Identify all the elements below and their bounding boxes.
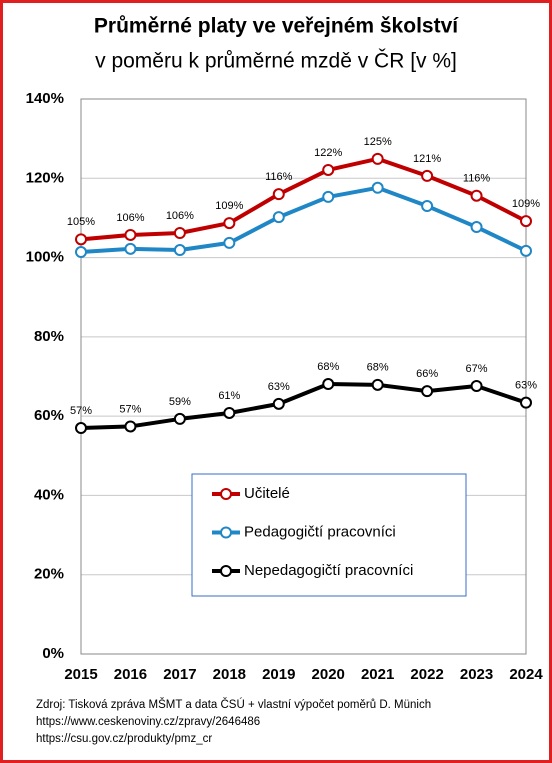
- point: [520, 215, 532, 228]
- point: [173, 226, 186, 239]
- data-label: 66%: [416, 368, 438, 380]
- plot-border: [80, 98, 527, 655]
- legend-label: Pedagogičtí pracovníci: [244, 523, 396, 540]
- data-label: 116%: [463, 173, 491, 185]
- data-label: 68%: [367, 362, 389, 374]
- point: [520, 396, 532, 409]
- point: [322, 190, 335, 203]
- data-label: 116%: [265, 171, 293, 183]
- legend-label: Nepedagogičtí pracovníci: [244, 562, 413, 579]
- point: [75, 422, 87, 435]
- source-note: https://www.ceskenoviny.cz/zpravy/264648…: [36, 716, 260, 728]
- data-label: 105%: [67, 216, 95, 228]
- point: [124, 242, 137, 255]
- point: [223, 236, 236, 249]
- y-tick-label: 100%: [26, 249, 64, 266]
- point: [371, 152, 384, 165]
- data-label: 57%: [70, 405, 92, 417]
- y-tick-label: 80%: [34, 328, 64, 345]
- data-label: 63%: [268, 381, 290, 393]
- point: [223, 217, 236, 230]
- point: [272, 211, 285, 224]
- point: [124, 228, 137, 241]
- point: [173, 244, 186, 257]
- point: [75, 233, 87, 246]
- data-label: 67%: [466, 363, 488, 375]
- point: [470, 380, 483, 393]
- y-tick-label: 0%: [42, 645, 64, 662]
- series-line: [80, 156, 527, 242]
- point: [470, 189, 483, 202]
- point: [421, 169, 434, 182]
- source-note: https://csu.gov.cz/produkty/pmz_cr: [36, 733, 212, 745]
- data-label: 121%: [413, 153, 441, 165]
- legend-marker: [220, 526, 232, 539]
- y-tick-label: 20%: [34, 566, 64, 583]
- data-label: 122%: [314, 147, 342, 159]
- point: [470, 221, 483, 234]
- point: [520, 244, 532, 257]
- source-note: Zdroj: Tisková zpráva MŠMT a data ČSÚ + …: [36, 698, 431, 711]
- legend-marker: [220, 565, 232, 577]
- data-label: 125%: [364, 136, 392, 148]
- x-tick-label: 2018: [213, 666, 246, 683]
- data-label: 61%: [218, 390, 240, 402]
- data-label: 63%: [515, 380, 537, 392]
- point: [371, 378, 384, 391]
- x-tick-label: 2023: [460, 666, 493, 683]
- legend-marker: [220, 488, 232, 500]
- point: [223, 406, 236, 419]
- point: [322, 163, 335, 176]
- series-line: [80, 185, 527, 255]
- data-label: 68%: [317, 361, 339, 373]
- point: [124, 420, 137, 433]
- x-tick-label: 2024: [509, 666, 543, 683]
- point: [371, 181, 384, 194]
- x-tick-label: 2017: [163, 666, 196, 683]
- data-label: 59%: [169, 396, 191, 408]
- y-tick-label: 140%: [26, 90, 64, 107]
- x-tick-label: 2016: [114, 666, 147, 683]
- x-tick-label: 2020: [312, 666, 345, 683]
- x-tick-label: 2022: [410, 666, 443, 683]
- point: [421, 385, 434, 398]
- point: [272, 188, 285, 201]
- y-tick-label: 40%: [34, 486, 64, 503]
- data-label: 106%: [116, 212, 144, 224]
- y-tick-label: 60%: [34, 407, 64, 424]
- y-tick-label: 120%: [26, 169, 64, 186]
- point: [173, 412, 186, 425]
- x-tick-label: 2021: [361, 666, 394, 683]
- x-tick-label: 2015: [64, 666, 97, 683]
- legend-label: Učitelé: [244, 485, 290, 502]
- point: [272, 397, 285, 410]
- chart-title: Průměrné platy ve veřejném školství: [94, 15, 459, 38]
- point: [75, 246, 87, 259]
- chart-subtitle: v poměru k průměrné mzdě v ČR [v %]: [95, 50, 457, 73]
- point: [421, 200, 434, 213]
- data-label: 57%: [119, 403, 141, 415]
- data-label: 106%: [166, 210, 194, 222]
- x-tick-label: 2019: [262, 666, 295, 683]
- data-label: 109%: [512, 198, 540, 210]
- series-line: [80, 382, 527, 431]
- data-label: 109%: [215, 200, 243, 212]
- point: [322, 378, 335, 391]
